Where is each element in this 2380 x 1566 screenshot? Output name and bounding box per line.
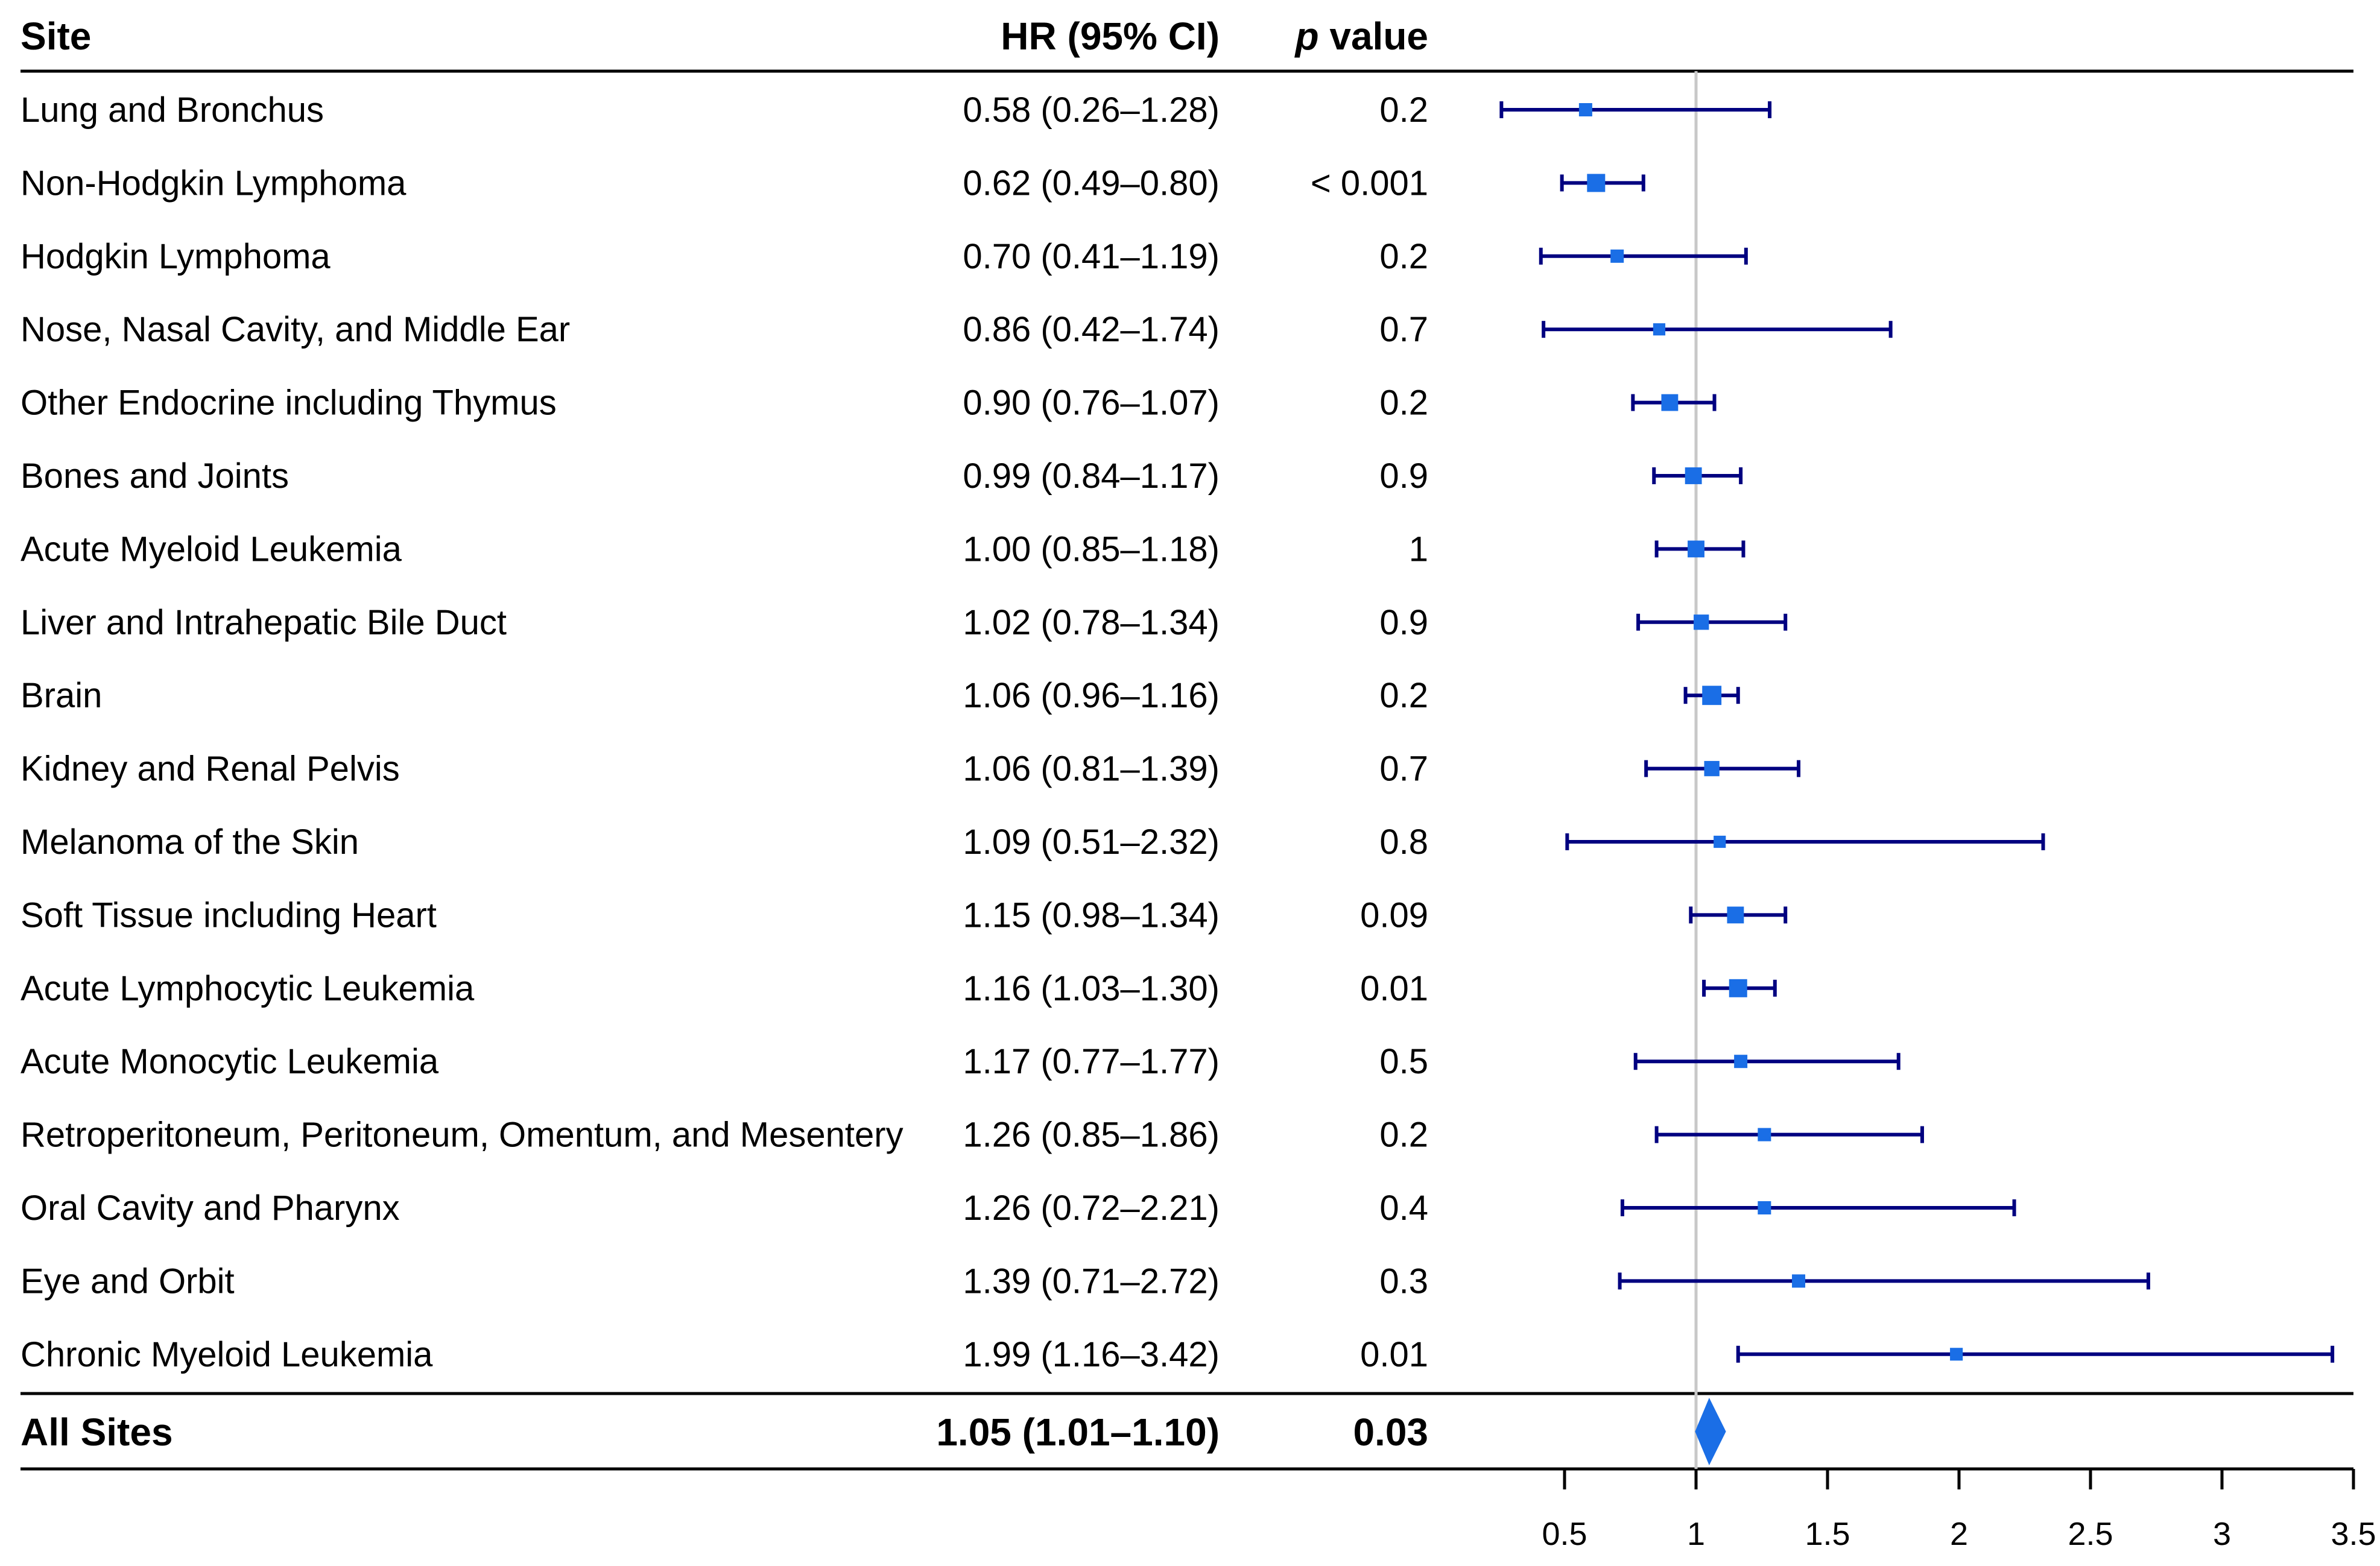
row-p-value: < 0.001 bbox=[1311, 163, 1428, 203]
row-p-value: 0.7 bbox=[1379, 310, 1428, 349]
row-site-label: Chronic Myeloid Leukemia bbox=[21, 1335, 433, 1374]
row-site-label: Acute Lymphocytic Leukemia bbox=[21, 969, 475, 1008]
x-tick-label: 0.5 bbox=[1542, 1516, 1587, 1552]
x-tick-label: 3 bbox=[2213, 1516, 2231, 1552]
point-estimate bbox=[1587, 174, 1606, 192]
row-hr-text: 1.15 (0.98–1.34) bbox=[963, 895, 1220, 935]
row-p-value: 0.01 bbox=[1360, 969, 1428, 1008]
row-hr-text: 1.09 (0.51–2.32) bbox=[963, 822, 1220, 862]
row-p-value: 0.5 bbox=[1379, 1042, 1428, 1081]
row-hr-text: 1.00 (0.85–1.18) bbox=[963, 529, 1220, 569]
point-estimate bbox=[1792, 1274, 1806, 1288]
header-p-value: p value bbox=[1294, 14, 1428, 58]
row-hr-text: 0.62 (0.49–0.80) bbox=[963, 163, 1220, 203]
row-hr-text: 1.16 (1.03–1.30) bbox=[963, 969, 1220, 1008]
row-site-label: Eye and Orbit bbox=[21, 1261, 235, 1301]
row-site-label: Hodgkin Lymphoma bbox=[21, 237, 331, 276]
summary-site-label: All Sites bbox=[21, 1410, 173, 1454]
row-p-value: 0.01 bbox=[1360, 1335, 1428, 1374]
summary-hr-text: 1.05 (1.01–1.10) bbox=[936, 1410, 1220, 1454]
row-p-value: 0.4 bbox=[1379, 1189, 1428, 1228]
row-hr-text: 0.58 (0.26–1.28) bbox=[963, 90, 1220, 130]
row-p-value: 0.09 bbox=[1360, 895, 1428, 935]
row-hr-text: 0.86 (0.42–1.74) bbox=[963, 310, 1220, 349]
point-estimate bbox=[1714, 835, 1726, 848]
row-p-value: 0.3 bbox=[1379, 1261, 1428, 1301]
header-site: Site bbox=[21, 14, 91, 58]
row-p-value: 0.2 bbox=[1379, 384, 1428, 423]
row-site-label: Lung and Bronchus bbox=[21, 90, 324, 130]
point-estimate bbox=[1653, 323, 1666, 336]
header-hr: HR (95% CI) bbox=[1001, 14, 1220, 58]
point-estimate bbox=[1685, 467, 1702, 484]
point-estimate bbox=[1610, 249, 1624, 263]
x-tick-label: 1.5 bbox=[1805, 1516, 1850, 1552]
row-hr-text: 1.39 (0.71–2.72) bbox=[963, 1261, 1220, 1301]
row-site-label: Acute Monocytic Leukemia bbox=[21, 1042, 439, 1081]
row-site-label: Acute Myeloid Leukemia bbox=[21, 529, 402, 569]
row-p-value: 1 bbox=[1409, 529, 1428, 569]
x-tick-label: 3.5 bbox=[2331, 1516, 2376, 1552]
point-estimate bbox=[1727, 906, 1744, 924]
point-estimate bbox=[1758, 1201, 1771, 1214]
row-site-label: Non-Hodgkin Lymphoma bbox=[21, 163, 407, 203]
row-p-value: 0.2 bbox=[1379, 90, 1428, 130]
x-tick-label: 2.5 bbox=[2068, 1516, 2113, 1552]
row-site-label: Soft Tissue including Heart bbox=[21, 895, 437, 935]
point-estimate bbox=[1688, 540, 1704, 558]
row-hr-text: 0.90 (0.76–1.07) bbox=[963, 384, 1220, 423]
x-axis: 0.5 1 1.5 2 2.5 3 3.5 bbox=[1542, 1469, 2376, 1552]
row-p-value: 0.8 bbox=[1379, 822, 1428, 862]
row-site-label: Liver and Intrahepatic Bile Duct bbox=[21, 603, 507, 642]
row-site-label: Other Endocrine including Thymus bbox=[21, 384, 557, 423]
point-estimate bbox=[1702, 686, 1722, 706]
row-site-label: Oral Cavity and Pharynx bbox=[21, 1189, 400, 1228]
point-estimate bbox=[1661, 394, 1679, 411]
row-site-label: Nose, Nasal Cavity, and Middle Ear bbox=[21, 310, 570, 349]
row-site-label: Bones and Joints bbox=[21, 456, 289, 496]
row-p-value: 0.2 bbox=[1379, 1116, 1428, 1155]
point-estimate bbox=[1950, 1348, 1963, 1361]
row-hr-text: 1.06 (0.96–1.16) bbox=[963, 676, 1220, 715]
point-estimate bbox=[1704, 760, 1720, 777]
row-hr-text: 1.02 (0.78–1.34) bbox=[963, 603, 1220, 642]
summary-p-value: 0.03 bbox=[1353, 1410, 1428, 1454]
row-site-label: Kidney and Renal Pelvis bbox=[21, 750, 400, 789]
point-estimate bbox=[1729, 979, 1747, 997]
row-hr-text: 0.70 (0.41–1.19) bbox=[963, 237, 1220, 276]
point-estimate bbox=[1734, 1055, 1748, 1069]
rows-group: Lung and Bronchus 0.58 (0.26–1.28) 0.2 Non-… bbox=[21, 90, 2335, 1374]
row-hr-text: 1.26 (0.85–1.86) bbox=[963, 1116, 1220, 1155]
row-hr-text: 1.26 (0.72–2.21) bbox=[963, 1189, 1220, 1228]
point-estimate bbox=[1578, 103, 1592, 116]
row-p-value: 0.9 bbox=[1379, 603, 1428, 642]
row-hr-text: 0.99 (0.84–1.17) bbox=[963, 456, 1220, 496]
row-p-value: 0.9 bbox=[1379, 456, 1428, 496]
row-p-value: 0.2 bbox=[1379, 676, 1428, 715]
row-hr-text: 1.06 (0.81–1.39) bbox=[963, 750, 1220, 789]
row-hr-text: 1.17 (0.77–1.77) bbox=[963, 1042, 1220, 1081]
row-site-label: Brain bbox=[21, 676, 102, 715]
x-tick-label: 2 bbox=[1950, 1516, 1968, 1552]
row-site-label: Retroperitoneum, Peritoneum, Omentum, an… bbox=[21, 1116, 904, 1155]
point-estimate bbox=[1694, 614, 1709, 630]
summary-diamond bbox=[1695, 1398, 1726, 1465]
row-p-value: 0.7 bbox=[1379, 750, 1428, 789]
x-tick-label: 1 bbox=[1687, 1516, 1705, 1552]
row-site-label: Melanoma of the Skin bbox=[21, 822, 359, 862]
row-hr-text: 1.99 (1.16–3.42) bbox=[963, 1335, 1220, 1374]
row-p-value: 0.2 bbox=[1379, 237, 1428, 276]
point-estimate bbox=[1758, 1128, 1771, 1141]
